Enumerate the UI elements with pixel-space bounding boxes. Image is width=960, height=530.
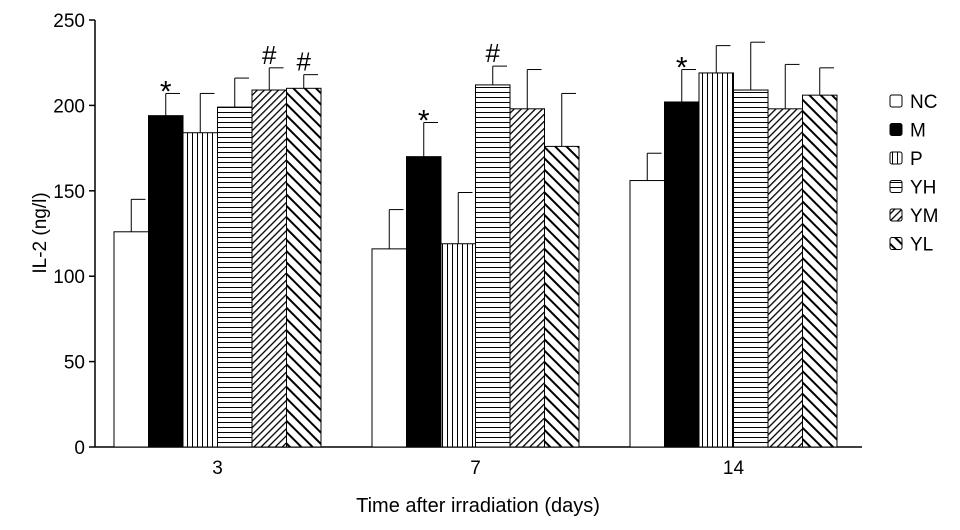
bar-YM-day-3 — [251, 89, 287, 448]
legend-swatch-P — [889, 151, 903, 165]
bar-M-day-3 — [148, 115, 184, 448]
y-tick-label: 0 — [74, 438, 85, 459]
legend-label: YM — [910, 206, 939, 227]
bar-YL-day-14 — [802, 94, 838, 448]
legend-swatch-M — [889, 123, 903, 136]
x-tick-label: 3 — [212, 458, 223, 479]
significance-marker: # — [262, 40, 277, 70]
bar-NC-day-7 — [371, 248, 407, 448]
y-tick-label: 100 — [53, 267, 85, 288]
legend-swatch-YM — [889, 208, 903, 222]
bar-NC-day-14 — [629, 180, 665, 448]
bar-YM-day-14 — [767, 108, 803, 448]
bar-YH-day-7 — [475, 84, 511, 448]
bar-M-day-14 — [664, 101, 700, 448]
bar-YL-day-7 — [544, 145, 580, 448]
bar-NC-day-3 — [113, 231, 149, 448]
y-tick-label: 150 — [53, 182, 85, 203]
significance-marker: * — [418, 104, 430, 137]
y-tick-label: 250 — [53, 11, 85, 32]
legend-label: M — [910, 121, 926, 142]
bar-YH-day-14 — [733, 89, 769, 448]
legend-label: YL — [910, 235, 933, 256]
significance-marker: # — [297, 47, 312, 77]
bar-YL-day-3 — [286, 87, 322, 448]
y-axis-label: IL-2 (ng/l) — [30, 192, 51, 273]
legend-swatch-YL — [889, 237, 903, 250]
x-axis-label: Time after irradiation (days) — [356, 495, 600, 517]
y-tick-label: 200 — [53, 96, 85, 117]
y-tick-label: 50 — [64, 353, 85, 374]
x-tick-label: 14 — [723, 458, 745, 479]
bar-M-day-7 — [406, 156, 442, 448]
legend-label: NC — [910, 92, 937, 113]
bar-YM-day-7 — [509, 108, 545, 448]
legend-swatch-YH — [889, 180, 903, 193]
legend-label: YH — [910, 178, 936, 199]
bar-P-day-14 — [698, 72, 734, 448]
bar-P-day-7 — [440, 243, 476, 448]
x-tick-label: 7 — [470, 458, 481, 479]
bar-YH-day-3 — [217, 106, 253, 448]
legend-label: P — [910, 149, 923, 170]
significance-marker: # — [486, 38, 501, 68]
significance-marker: * — [160, 75, 172, 108]
legend-swatch-NC — [889, 94, 903, 108]
bar-P-day-3 — [182, 132, 218, 448]
significance-marker: * — [676, 52, 688, 85]
